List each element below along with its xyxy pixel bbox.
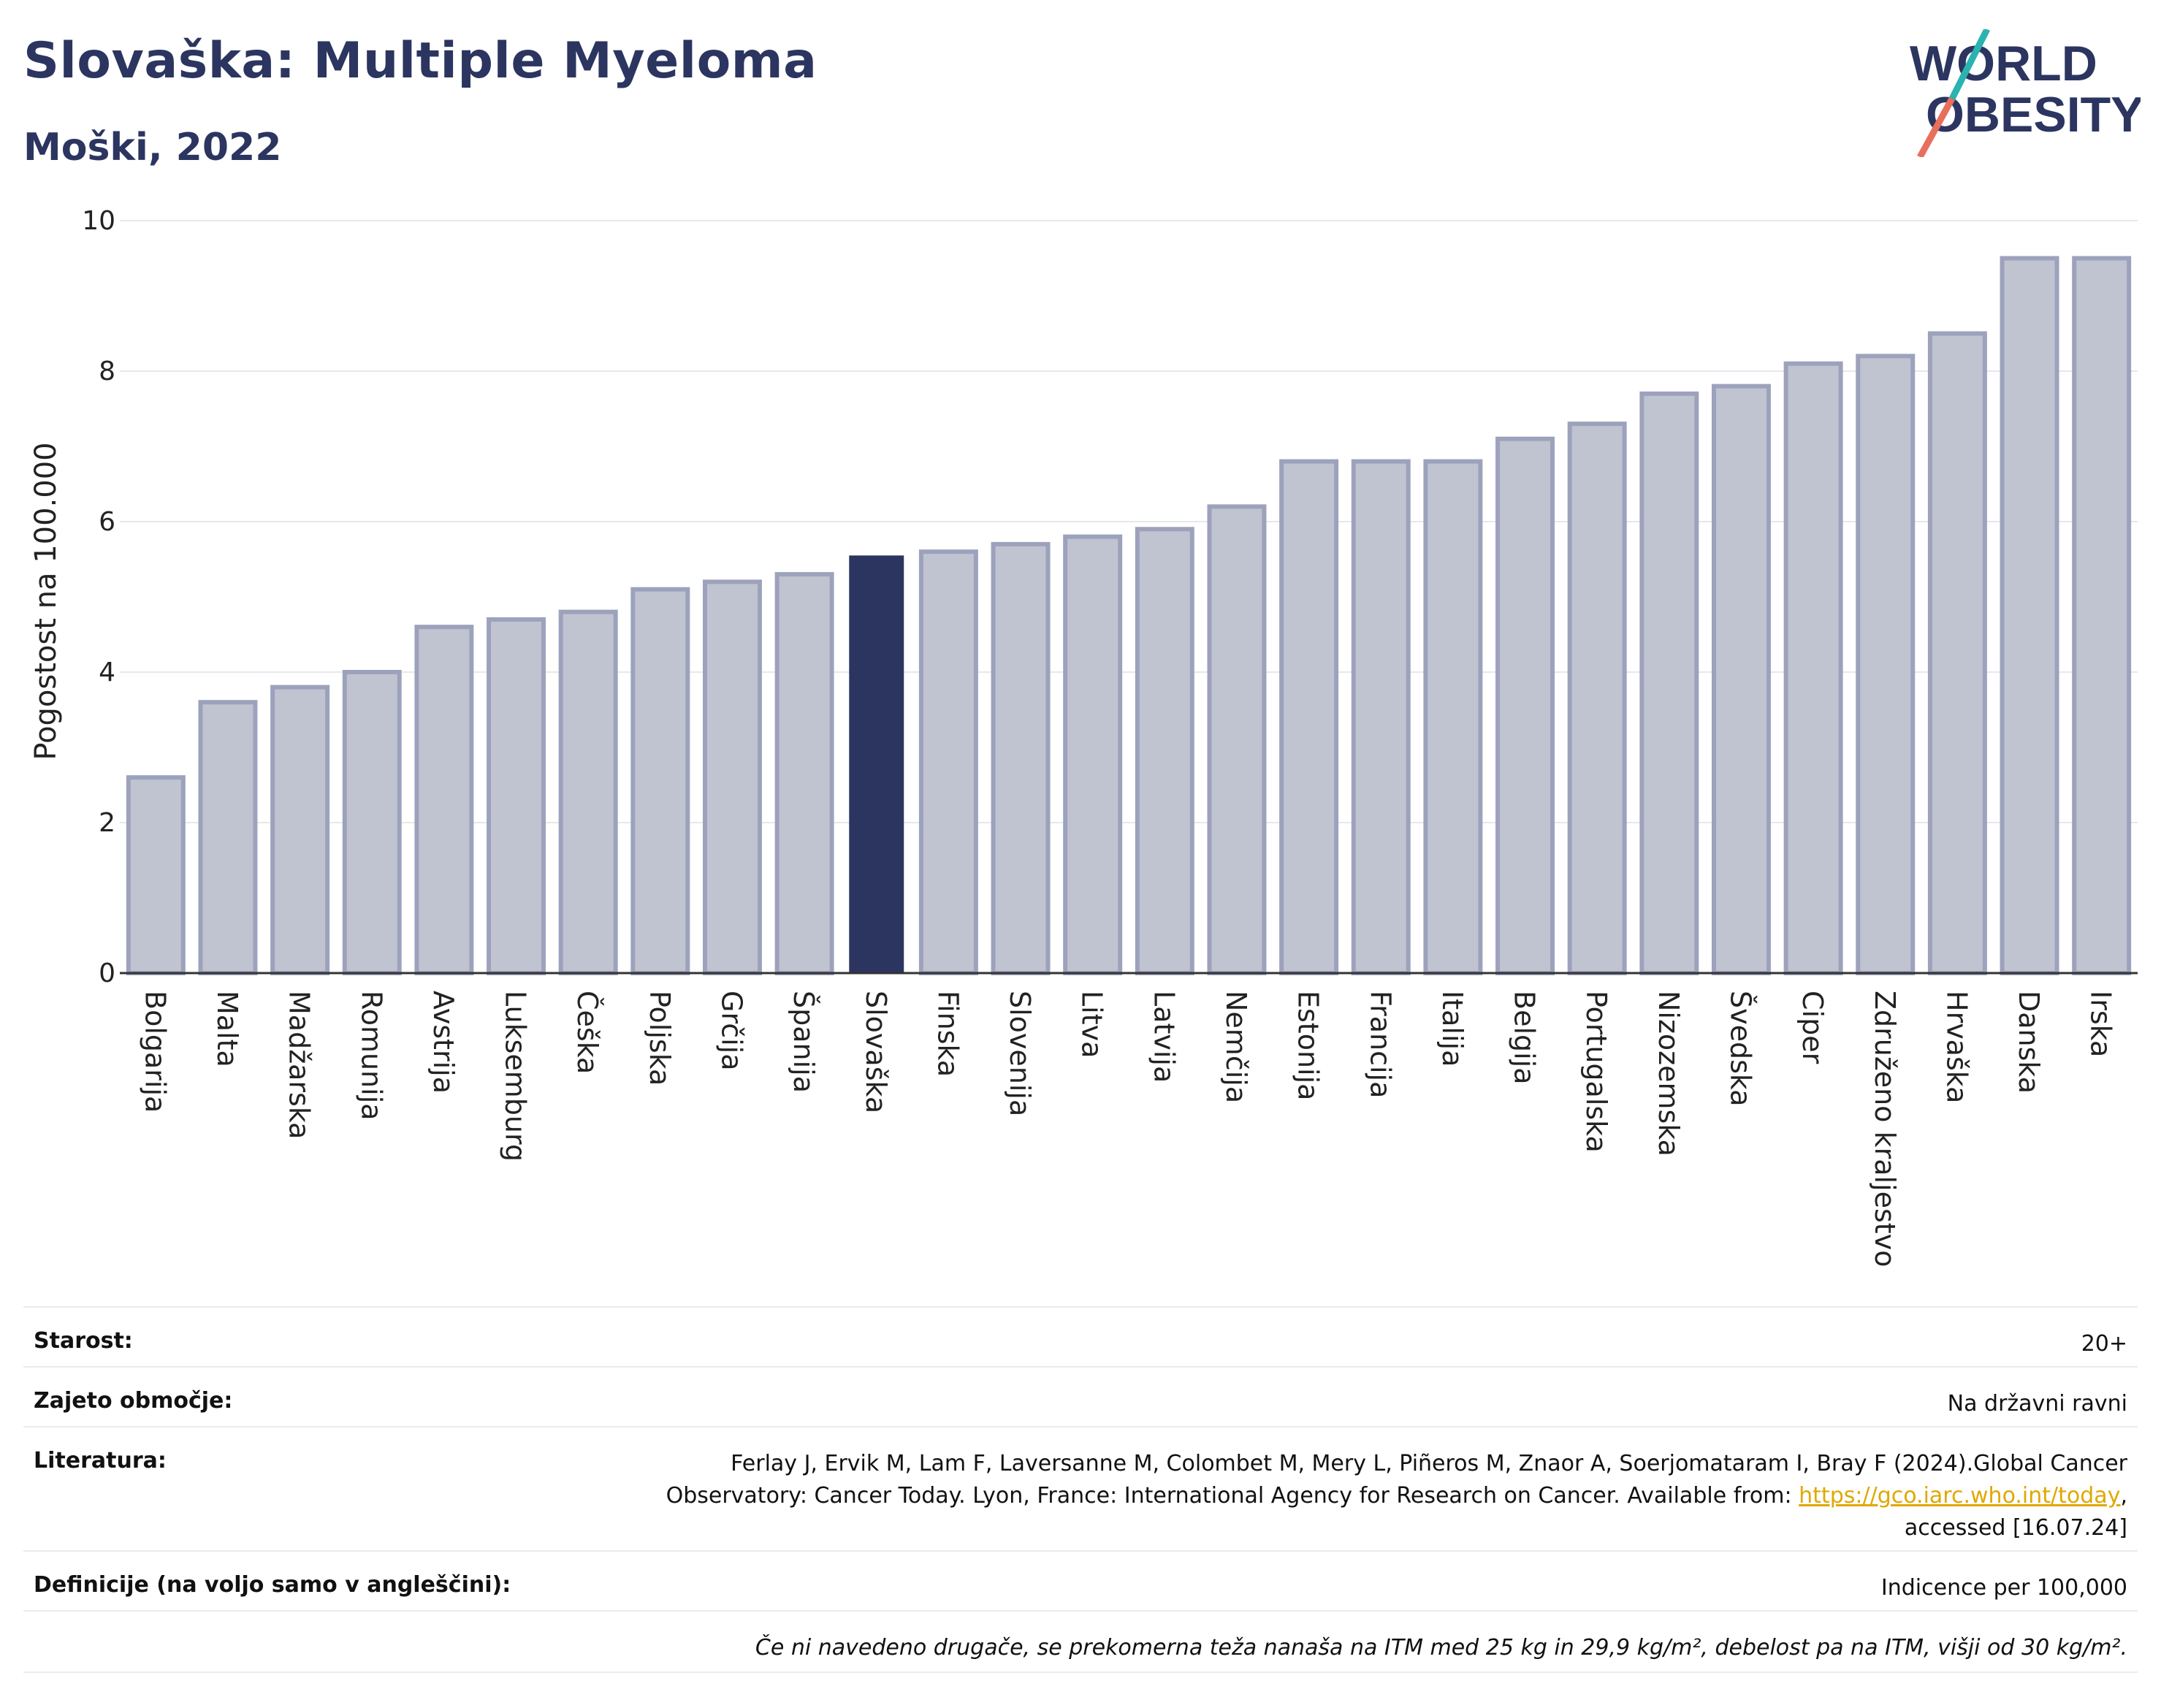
x-tick-label: Romunija: [355, 991, 387, 1121]
x-tick-label: Švedska: [1724, 991, 1756, 1107]
x-tick-label: Avstrija: [427, 991, 460, 1094]
bar-21: [1639, 391, 1699, 975]
bar-23: [1783, 361, 1843, 975]
x-tick-label: Ciper: [1796, 991, 1829, 1064]
x-tick-label: Španija: [788, 991, 820, 1093]
x-tick-label: Malta: [211, 991, 243, 1067]
bar-15: [1207, 504, 1267, 975]
bar-22: [1711, 384, 1771, 975]
svg-text:WORLD: WORLD: [1910, 36, 2097, 91]
meta-row-footnote: Če ni navedeno drugače, se prekomerna te…: [23, 1610, 2138, 1673]
bar-19: [1495, 436, 1555, 975]
y-tick-label: 6: [99, 507, 115, 537]
page-subtitle: Moški, 2022: [23, 126, 282, 169]
x-tick-label: Latvija: [1148, 991, 1180, 1083]
y-tick-label: 8: [99, 357, 115, 386]
reference-line-3: accessed [16.07.24]: [1904, 1515, 2127, 1541]
reference-line-2-text: Observatory: Cancer Today. Lyon, France:…: [666, 1483, 1799, 1509]
meta-row-coverage: Zajeto območje: Na državni ravni: [23, 1366, 2138, 1427]
reference-link[interactable]: https://gco.iarc.who.int/today: [1799, 1483, 2121, 1509]
x-tick-label: Danska: [2013, 991, 2045, 1094]
page-title: Slovaška: Multiple Myeloma: [23, 32, 817, 90]
x-tick-label: Irska: [2085, 991, 2117, 1057]
x-tick-label: Nizozemska: [1653, 991, 1685, 1156]
svg-text:OBESITY: OBESITY: [1926, 87, 2141, 142]
bar-20: [1567, 422, 1627, 975]
x-tick-label: Nemčija: [1220, 991, 1252, 1103]
meta-row-age: Starost: 20+: [23, 1306, 2138, 1368]
x-tick-label: Estonija: [1292, 991, 1325, 1100]
bar-9: [774, 572, 834, 975]
bar-25: [1927, 331, 1987, 975]
meta-row-definitions: Definicije (na voljo samo v angleščini):…: [23, 1550, 2138, 1612]
x-tick-label: Slovenija: [1004, 991, 1036, 1116]
x-tick-label: Portugalska: [1580, 991, 1612, 1153]
x-tick-label: Združeno kraljestvo: [1869, 991, 1901, 1267]
reference-line-2: Observatory: Cancer Today. Lyon, France:…: [666, 1480, 2127, 1512]
bar-8: [702, 579, 762, 975]
bar-27: [2072, 256, 2132, 975]
reference-label: Literatura:: [34, 1448, 167, 1473]
age-value: 20+: [2081, 1331, 2127, 1357]
x-tick-label: Italija: [1436, 991, 1468, 1067]
y-tick-label: 4: [99, 657, 115, 687]
bar-6: [558, 609, 618, 975]
y-tick-label: 10: [82, 206, 115, 236]
bar-16: [1279, 459, 1339, 975]
reference-line-2-end: ,: [2120, 1483, 2127, 1509]
meta-row-reference: Literatura: Ferlay J, Ervik M, Lam F, La…: [23, 1426, 2138, 1552]
bar-1: [198, 700, 258, 975]
coverage-value: Na državni ravni: [1947, 1391, 2127, 1417]
footnote: Če ni navedeno drugače, se prekomerna te…: [755, 1635, 2127, 1661]
y-tick-label: 2: [99, 808, 115, 838]
bar-7: [630, 587, 690, 975]
bar-chart: 0 2 4 6 8 10 Pogostost na 100.000 Bolgarija Malt…: [29, 206, 2138, 1267]
bar-5: [487, 617, 546, 976]
x-tick-label: Finska: [931, 991, 964, 1077]
x-tick-label: Poljska: [644, 991, 676, 1086]
bar-13: [1063, 534, 1123, 975]
definitions-label: Definicije (na voljo samo v angleščini):: [34, 1572, 511, 1598]
y-tick-label: 0: [99, 958, 115, 988]
bar-11: [918, 549, 978, 975]
x-tick-label: Grčija: [715, 991, 747, 1071]
x-tick-label: Češka: [571, 991, 603, 1074]
x-tick-label: Hrvaška: [1940, 991, 1973, 1103]
world-obesity-logo: WORLD OBESITY: [1910, 29, 2141, 157]
bar-0: [126, 775, 186, 975]
x-tick-label: Litva: [1076, 991, 1108, 1058]
bar-10: [849, 555, 904, 973]
x-tick-label: Slovaška: [860, 991, 892, 1113]
coverage-label: Zajeto območje:: [34, 1388, 233, 1414]
x-tick-label: Belgija: [1509, 991, 1541, 1085]
bar-24: [1856, 354, 1916, 975]
reference-line-1: Ferlay J, Ervik M, Lam F, Laversanne M, …: [731, 1451, 2127, 1476]
y-axis-label: Pogostost na 100.000: [29, 442, 63, 760]
x-tick-label: Francija: [1364, 991, 1396, 1098]
age-label: Starost:: [34, 1328, 133, 1354]
x-tick-label: Luksemburg: [500, 991, 532, 1162]
bar-12: [991, 541, 1051, 975]
reference-value: Ferlay J, Ervik M, Lam F, Laversanne M, …: [666, 1448, 2127, 1544]
bar-3: [342, 670, 402, 975]
bar-2: [270, 685, 330, 975]
x-tick-label: Bolgarija: [139, 991, 171, 1113]
bar-14: [1135, 527, 1194, 975]
x-tick-label: Madžarska: [283, 991, 316, 1139]
definitions-value: Indicence per 100,000: [1880, 1575, 2127, 1601]
bar-17: [1351, 459, 1411, 975]
bar-26: [2000, 256, 2059, 975]
bar-4: [414, 625, 474, 975]
bar-18: [1423, 459, 1483, 975]
